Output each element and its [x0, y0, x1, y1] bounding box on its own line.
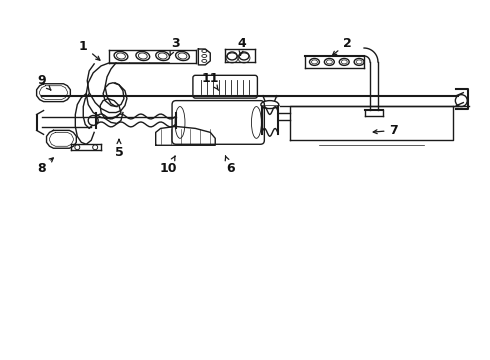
- Text: 4: 4: [238, 37, 246, 55]
- Text: 9: 9: [37, 74, 51, 90]
- Text: 1: 1: [79, 40, 100, 60]
- Text: 7: 7: [373, 124, 398, 137]
- Text: 6: 6: [225, 156, 234, 175]
- Text: 5: 5: [115, 140, 123, 159]
- Text: 3: 3: [170, 37, 180, 55]
- Text: 8: 8: [37, 158, 53, 175]
- Text: 10: 10: [160, 156, 177, 175]
- Text: 11: 11: [201, 72, 219, 90]
- Text: 2: 2: [333, 37, 352, 55]
